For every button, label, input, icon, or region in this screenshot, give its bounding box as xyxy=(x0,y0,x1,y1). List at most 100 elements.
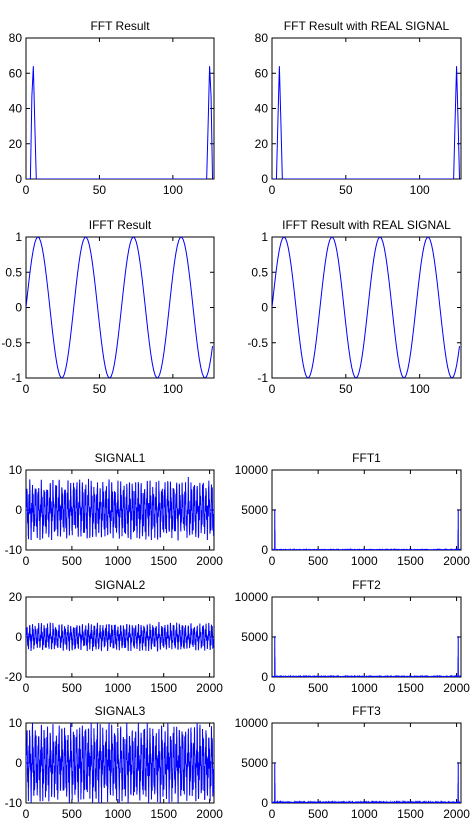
y-tick-label: -0.5 xyxy=(247,336,268,350)
x-tick-label: 1000 xyxy=(104,681,131,695)
axes-frame xyxy=(271,37,462,180)
x-tick-label: 500 xyxy=(62,807,82,821)
chart-title: FFT Result with REAL SIGNAL xyxy=(284,19,450,33)
y-tick-label: 80 xyxy=(255,31,269,45)
axes-frame xyxy=(271,722,462,804)
x-tick-label: 1500 xyxy=(150,554,177,568)
y-tick-label: 0 xyxy=(261,543,268,557)
axes-frame xyxy=(271,596,462,678)
y-tick-label: 1 xyxy=(15,230,22,244)
y-tick-label: -10 xyxy=(5,796,23,810)
x-tick-label: 0 xyxy=(269,681,276,695)
x-tick-label: 2000 xyxy=(196,807,223,821)
y-tick-label: 60 xyxy=(9,66,23,80)
y-tick-label: 10000 xyxy=(235,716,269,730)
x-tick-label: 0 xyxy=(269,183,276,197)
x-tick-label: 0 xyxy=(23,681,30,695)
series-line xyxy=(272,636,461,677)
chart-title: FFT1 xyxy=(352,451,381,465)
x-tick-label: 2000 xyxy=(443,554,470,568)
chart-title: SIGNAL3 xyxy=(95,704,146,718)
y-tick-label: 20 xyxy=(9,590,23,604)
y-tick-label: 5000 xyxy=(241,630,268,644)
y-tick-label: 0 xyxy=(261,301,268,315)
x-tick-label: 50 xyxy=(93,382,107,396)
chart-ifft-real: IFFT Result with REAL SIGNAL 0 50 100 -1 -0.5… xyxy=(247,218,462,396)
x-tick-label: 100 xyxy=(163,382,183,396)
chart-title: IFFT Result xyxy=(89,218,152,232)
series-line xyxy=(26,237,214,378)
x-tick-label: 1500 xyxy=(397,681,424,695)
x-tick-label: 1500 xyxy=(150,807,177,821)
y-tick-label: 10000 xyxy=(235,590,269,604)
axes-frame xyxy=(25,37,215,180)
series-line xyxy=(26,622,214,652)
y-tick-label: 0.5 xyxy=(251,265,268,279)
series-line xyxy=(272,237,461,378)
x-tick-label: 0 xyxy=(23,382,30,396)
x-tick-label: 1000 xyxy=(351,681,378,695)
x-tick-label: 0 xyxy=(23,554,30,568)
y-tick-label: 10 xyxy=(9,716,23,730)
x-tick-label: 0 xyxy=(23,807,30,821)
x-tick-label: 50 xyxy=(339,382,353,396)
x-tick-label: 1000 xyxy=(104,807,131,821)
y-tick-label: -1 xyxy=(257,371,268,385)
y-tick-label: 20 xyxy=(255,137,269,151)
x-tick-label: 1000 xyxy=(104,554,131,568)
series-line xyxy=(272,762,461,803)
x-tick-label: 100 xyxy=(410,183,430,197)
x-tick-label: 0 xyxy=(269,807,276,821)
chart-title: SIGNAL1 xyxy=(95,451,146,465)
chart-fft2: FFT2 0 500 1000 1500 2000 0 5000 10000 xyxy=(235,578,471,695)
y-tick-label: 0 xyxy=(15,503,22,517)
x-tick-label: 1500 xyxy=(150,681,177,695)
series-line xyxy=(272,509,461,550)
x-tick-label: 100 xyxy=(163,183,183,197)
x-tick-label: 1500 xyxy=(397,554,424,568)
y-tick-label: 40 xyxy=(255,102,269,116)
y-tick-label: 60 xyxy=(255,66,269,80)
chart-fft1: FFT1 0 500 1000 1500 2000 0 5000 10000 xyxy=(235,451,471,568)
x-tick-label: 1000 xyxy=(351,807,378,821)
y-tick-label: 1 xyxy=(261,230,268,244)
y-tick-label: -0.5 xyxy=(1,336,22,350)
y-tick-label: -20 xyxy=(5,670,23,684)
x-tick-label: 0 xyxy=(269,382,276,396)
x-tick-label: 500 xyxy=(62,554,82,568)
x-tick-label: 1000 xyxy=(351,554,378,568)
x-tick-label: 0 xyxy=(269,554,276,568)
chart-fft3: FFT3 0 500 1000 1500 2000 0 5000 10000 xyxy=(235,704,471,821)
y-tick-label: 40 xyxy=(9,102,23,116)
y-tick-label: 0 xyxy=(261,172,268,186)
chart-fft-result: FFT Result 0 50 100 0 20 40 60 80 xyxy=(9,19,215,197)
y-tick-label: 5000 xyxy=(241,756,268,770)
y-tick-label: 5000 xyxy=(241,503,268,517)
chart-title: SIGNAL2 xyxy=(95,578,146,592)
x-tick-label: 500 xyxy=(308,554,328,568)
axes-frame xyxy=(25,236,215,379)
chart-ifft-result: IFFT Result 0 50 100 -1 -0.5 0 0.5 1 xyxy=(1,218,215,396)
chart-title: FFT Result xyxy=(90,19,150,33)
chart-title: FFT3 xyxy=(352,704,381,718)
chart-title: IFFT Result with REAL SIGNAL xyxy=(282,218,451,232)
y-tick-label: 0 xyxy=(15,172,22,186)
series-line xyxy=(26,477,214,541)
x-tick-label: 50 xyxy=(93,183,107,197)
y-tick-label: -1 xyxy=(11,371,22,385)
y-tick-label: 20 xyxy=(9,137,23,151)
y-tick-label: 10000 xyxy=(235,463,269,477)
chart-fft-real: FFT Result with REAL SIGNAL 0 50 100 0 20 40 60… xyxy=(255,19,462,197)
x-tick-label: 500 xyxy=(308,807,328,821)
x-tick-label: 2000 xyxy=(443,681,470,695)
y-tick-label: 10 xyxy=(9,463,23,477)
x-tick-label: 500 xyxy=(62,681,82,695)
x-tick-label: 500 xyxy=(308,681,328,695)
y-tick-label: 0.5 xyxy=(5,265,22,279)
y-tick-label: 0 xyxy=(15,630,22,644)
y-tick-label: 0 xyxy=(15,301,22,315)
